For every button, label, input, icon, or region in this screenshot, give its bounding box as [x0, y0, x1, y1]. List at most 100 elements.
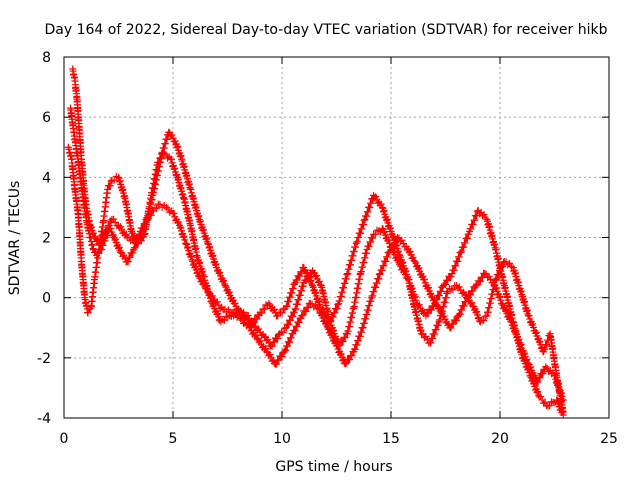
data-point-fill: [106, 182, 114, 190]
data-point-fill: [427, 339, 435, 347]
data-point-fill: [427, 306, 435, 314]
data-point-fill: [389, 244, 397, 252]
data-point-fill: [380, 207, 388, 215]
data-point-fill: [285, 298, 293, 306]
data-point: [542, 363, 550, 371]
data-point: [455, 312, 463, 320]
data-point-fill: [153, 204, 161, 212]
data-point-fill: [283, 302, 291, 310]
data-point: [324, 324, 332, 332]
data-point-fill: [408, 284, 416, 292]
data-point-fill: [283, 342, 291, 350]
data-point-fill: [194, 268, 202, 276]
data-point-fill: [525, 312, 533, 320]
data-point-fill: [444, 277, 452, 285]
data-point: [276, 330, 284, 338]
data-point-fill: [200, 226, 208, 234]
data-point-fill: [266, 351, 274, 359]
y-tick-label: 8: [42, 50, 51, 66]
data-points: [64, 65, 567, 419]
data-point-fill: [268, 342, 276, 350]
data-point-fill: [480, 211, 488, 219]
data-point-fill: [534, 378, 542, 386]
data-point-fill: [481, 312, 489, 320]
data-point-fill: [206, 243, 214, 251]
data-point-fill: [476, 277, 484, 285]
data-point-fill: [460, 243, 468, 251]
data-point-fill: [378, 266, 386, 274]
data-point-fill: [220, 316, 228, 324]
data-point: [559, 396, 567, 404]
data-point-fill: [341, 334, 349, 342]
data-point-fill: [469, 287, 477, 295]
data-point-fill: [304, 304, 312, 312]
data-point-fill: [406, 247, 414, 255]
y-tick-label: 6: [42, 110, 51, 126]
data-point-fill: [216, 268, 224, 276]
data-point-fill: [147, 211, 155, 219]
data-point-fill: [203, 284, 211, 292]
data-point-fill: [111, 218, 119, 226]
data-point-fill: [449, 320, 457, 328]
data-point-fill: [168, 131, 176, 139]
data-point-fill: [370, 288, 378, 296]
data-point: [481, 270, 489, 278]
data-point-fill: [492, 284, 500, 292]
data-point-fill: [409, 253, 417, 261]
x-tick-label: 5: [169, 431, 178, 447]
data-point-fill: [112, 235, 120, 243]
data-point-fill: [291, 327, 299, 335]
data-point-fill: [296, 272, 304, 280]
data-point-fill: [454, 257, 462, 265]
data-point-fill: [461, 239, 469, 247]
y-tick-label: 4: [42, 170, 51, 186]
data-point-fill: [543, 341, 551, 349]
data-point-fill: [391, 239, 399, 247]
data-point-fill: [537, 393, 545, 401]
data-point: [411, 258, 419, 266]
data-point-fill: [536, 374, 544, 382]
data-point: [352, 240, 360, 248]
data-point-fill: [329, 313, 337, 321]
data-point-fill: [398, 236, 406, 244]
data-point-fill: [402, 267, 410, 275]
data-point-fill: [262, 345, 270, 353]
data-point-fill: [220, 277, 228, 285]
data-point: [396, 252, 404, 260]
data-point-fill: [508, 318, 516, 326]
data-point-fill: [278, 309, 286, 317]
data-point-fill: [253, 315, 261, 323]
data-point-fill: [536, 337, 544, 345]
x-tick-label: 0: [60, 431, 69, 447]
data-point-fill: [134, 235, 142, 243]
data-point-fill: [110, 215, 118, 223]
data-point-fill: [289, 312, 297, 320]
data-point-fill: [383, 215, 391, 223]
data-point-fill: [356, 332, 364, 340]
series-3: [67, 104, 567, 404]
data-point-fill: [355, 234, 363, 242]
data-point-fill: [120, 251, 128, 259]
data-point-fill: [164, 154, 172, 162]
data-point-fill: [381, 228, 389, 236]
data-point-fill: [303, 268, 311, 276]
data-point-fill: [373, 279, 381, 287]
data-point-fill: [521, 349, 529, 357]
data-point-fill: [337, 350, 345, 358]
data-point-fill: [437, 287, 445, 295]
data-point: [280, 348, 288, 356]
data-point-fill: [110, 176, 118, 184]
data-point-fill: [258, 309, 266, 317]
data-point-fill: [177, 223, 185, 231]
data-point-fill: [139, 224, 147, 232]
data-point-fill: [457, 248, 465, 256]
data-point-fill: [360, 221, 368, 229]
data-point-fill: [485, 272, 493, 280]
data-point-fill: [434, 321, 442, 329]
data-point: [457, 249, 465, 257]
data-point-fill: [184, 243, 192, 251]
data-point-fill: [496, 293, 504, 301]
data-point-fill: [531, 371, 539, 379]
data-point: [476, 318, 484, 326]
